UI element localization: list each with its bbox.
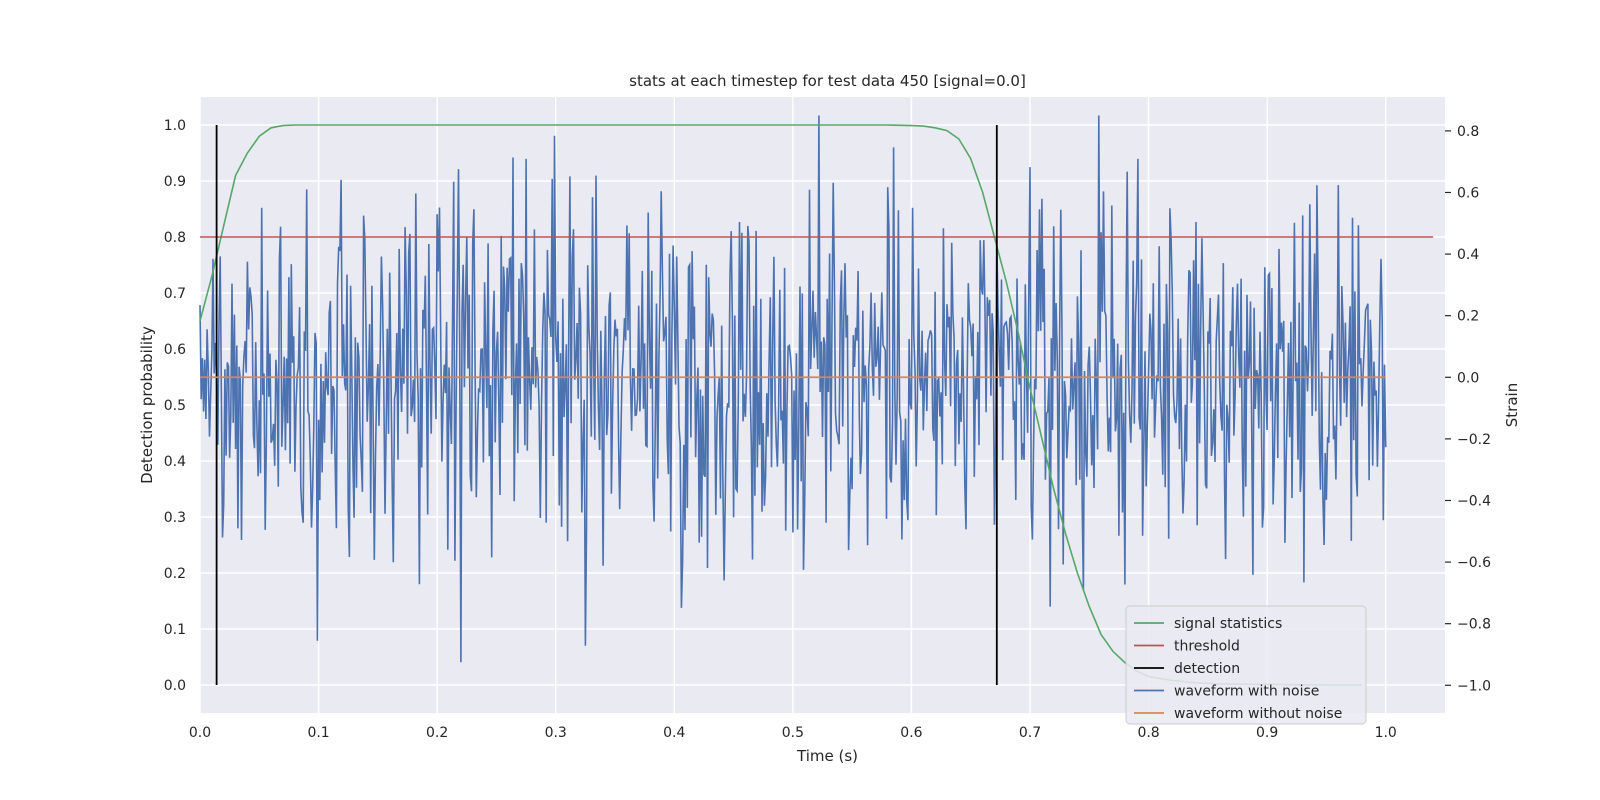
x-tick-label: 0.1 xyxy=(307,725,329,741)
legend-label: waveform without noise xyxy=(1174,706,1342,722)
y-axis-left: 0.0 0.1 0.2 0.3 0.4 0.5 0.6 0.7 0.8 0.9 1.0 xyxy=(164,118,186,694)
y-tick-label: 0.5 xyxy=(164,398,186,414)
x-tick-label: 0.9 xyxy=(1256,725,1278,741)
x-axis-label: Time (s) xyxy=(796,747,858,765)
y2-tick-label: 0.4 xyxy=(1457,247,1479,263)
legend-label: waveform with noise xyxy=(1174,684,1319,700)
x-tick-label: 0.3 xyxy=(545,725,567,741)
legend-label: threshold xyxy=(1174,639,1240,655)
y-tick-label: 0.6 xyxy=(164,342,186,358)
y2-tick-label: 0.8 xyxy=(1457,124,1479,140)
legend-label: signal statistics xyxy=(1174,616,1282,632)
y-tick-label: 0.3 xyxy=(164,510,186,526)
x-axis: 0.0 0.1 0.2 0.3 0.4 0.5 0.6 0.7 0.8 0.9 1.0 xyxy=(189,725,1397,741)
y-axis-right: −1.0 −0.8 −0.6 −0.4 −0.2 0.0 0.2 0.4 0.6 0.8 xyxy=(1445,124,1491,694)
y-tick-label: 0.2 xyxy=(164,566,186,582)
x-tick-label: 0.2 xyxy=(426,725,448,741)
y2-tick-label: 0.2 xyxy=(1457,309,1479,325)
y2-tick-label: −1.0 xyxy=(1457,678,1491,694)
x-tick-label: 0.7 xyxy=(1019,725,1041,741)
y2-tick-label: 0.6 xyxy=(1457,185,1479,201)
y2-tick-label: −0.4 xyxy=(1457,493,1491,509)
y2-tick-label: −0.6 xyxy=(1457,555,1491,571)
x-tick-label: 0.6 xyxy=(900,725,922,741)
y2-tick-label: −0.8 xyxy=(1457,617,1491,633)
y-tick-label: 0.8 xyxy=(164,230,186,246)
x-tick-label: 0.4 xyxy=(663,725,685,741)
legend: signal statistics threshold detection wavef… xyxy=(1125,605,1367,725)
series-waveform-with-noise xyxy=(199,115,1387,663)
y-tick-label: 0.0 xyxy=(164,678,186,694)
chart-title: stats at each timestep for test data 450… xyxy=(629,72,1026,90)
y-tick-label: 0.7 xyxy=(164,286,186,302)
legend-box xyxy=(1125,605,1367,725)
y-tick-label: 0.1 xyxy=(164,622,186,638)
y2-axis-label: Strain xyxy=(1503,383,1521,427)
y2-tick-label: −0.2 xyxy=(1457,432,1491,448)
legend-label: detection xyxy=(1174,661,1240,677)
x-tick-label: 0.5 xyxy=(782,725,804,741)
x-tick-label: 1.0 xyxy=(1375,725,1397,741)
x-tick-label: 0.8 xyxy=(1137,725,1159,741)
y-tick-label: 0.9 xyxy=(164,174,186,190)
x-tick-label: 0.0 xyxy=(189,725,211,741)
y-axis-label: Detection probability xyxy=(138,326,156,484)
y2-tick-label: 0.0 xyxy=(1457,370,1479,386)
y-tick-label: 1.0 xyxy=(164,118,186,134)
y-tick-label: 0.4 xyxy=(164,454,186,470)
